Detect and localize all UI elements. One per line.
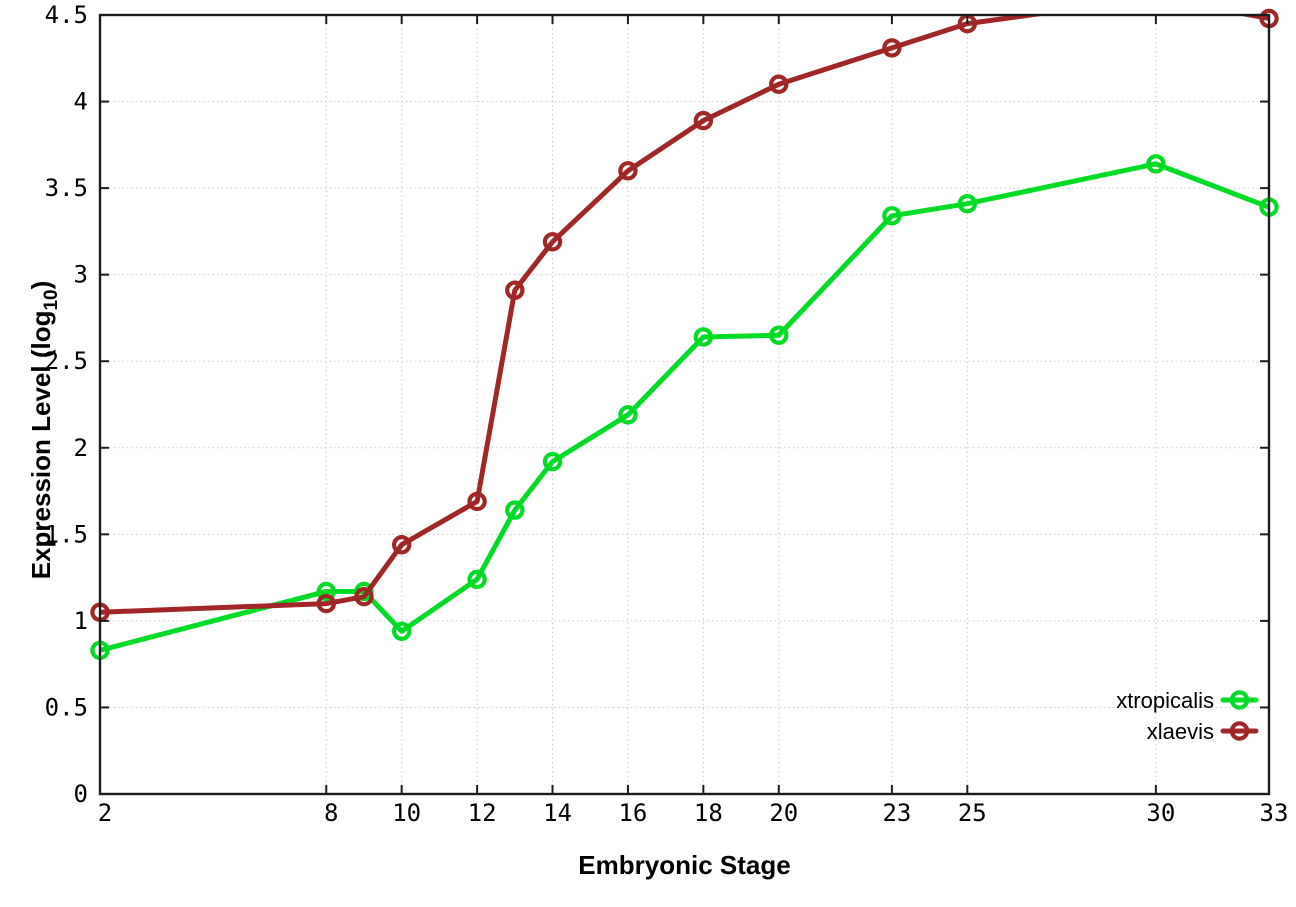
- data-point-xtropicalis: [316, 581, 336, 602]
- y-tick-label: 2: [74, 434, 88, 462]
- y-axis-title: Expression Level (log10): [26, 281, 62, 580]
- data-point-xtropicalis: [618, 405, 638, 425]
- data-point-xtropicalis: [467, 569, 487, 590]
- x-tick-label: 30: [1146, 799, 1175, 827]
- data-point-xlaevis: [542, 232, 563, 252]
- x-tick-label: 18: [694, 799, 723, 827]
- legend-label-xtropicalis: xtropicalis: [1116, 688, 1214, 713]
- series-xtropicalis: [90, 154, 1279, 661]
- data-point-xlaevis: [354, 586, 374, 607]
- data-point-xtropicalis: [1146, 154, 1166, 174]
- x-tick-label: 33: [1260, 799, 1289, 827]
- data-point-xlaevis: [505, 280, 525, 300]
- series-xlaevis: [90, 8, 1279, 622]
- y-tick-label: 4.5: [45, 1, 88, 29]
- data-point-xlaevis: [693, 110, 714, 131]
- legend-label-xlaevis: xlaevis: [1147, 719, 1214, 744]
- plot-border: [98, 13, 1271, 796]
- data-point-xtropicalis: [505, 500, 525, 520]
- y-tick-label: 2.5: [45, 347, 88, 375]
- data-point-xtropicalis: [882, 206, 902, 226]
- y-axis-title-suffix: ): [26, 281, 56, 290]
- data-point-xlaevis: [618, 161, 638, 181]
- axes: [98, 13, 1271, 796]
- y-axis-title-main: Expression Level (log: [26, 311, 56, 580]
- x-tick-label: 2: [98, 799, 112, 827]
- y-tick-label: 0.5: [45, 693, 88, 721]
- y-tick-label: 1: [74, 607, 88, 635]
- x-tick-label: 12: [468, 799, 497, 827]
- x-tick-label: 10: [392, 799, 421, 827]
- x-tick-label: 14: [543, 799, 572, 827]
- data-point-xlaevis: [769, 74, 789, 94]
- x-axis-title: Embryonic Stage: [578, 850, 790, 880]
- tick-labels: 2 8 10 12 14 16 18 20 23 25 30 33 0 0.5 1 1.5 2 2.5 3 3.5 4 4…: [45, 1, 1289, 827]
- x-tick-label: 25: [958, 799, 987, 827]
- series-line-xlaevis: [100, 15, 1269, 615]
- y-axis-title-subscript: 10: [41, 289, 62, 310]
- data-point-xtropicalis: [769, 325, 789, 345]
- y-tick-label: 4: [74, 88, 88, 116]
- data-point-xtropicalis: [391, 621, 412, 641]
- x-tick-label: 16: [618, 799, 647, 827]
- data-point-xlaevis: [316, 593, 336, 614]
- y-tick-label: 0: [74, 780, 88, 808]
- data-point-xtropicalis: [693, 327, 714, 347]
- data-point-xlaevis: [467, 491, 487, 512]
- data-point-xtropicalis: [957, 193, 978, 214]
- data-point-xlaevis: [391, 535, 412, 555]
- y-tick-label: 3: [74, 261, 88, 289]
- data-point-xtropicalis: [542, 451, 563, 472]
- series-line-xtropicalis: [100, 161, 1269, 653]
- legend-marker-sample: [1229, 721, 1250, 741]
- data-point-xlaevis: [882, 38, 902, 58]
- x-tick-label: 23: [882, 799, 911, 827]
- legend: xtropicalis xlaevis: [1116, 688, 1259, 744]
- y-tick-label: 3.5: [45, 174, 88, 202]
- y-tick-label: 1.5: [45, 520, 88, 548]
- legend-marker-sample: [1229, 690, 1250, 710]
- x-tick-label: 20: [769, 799, 798, 827]
- x-tick-label: 8: [324, 799, 338, 827]
